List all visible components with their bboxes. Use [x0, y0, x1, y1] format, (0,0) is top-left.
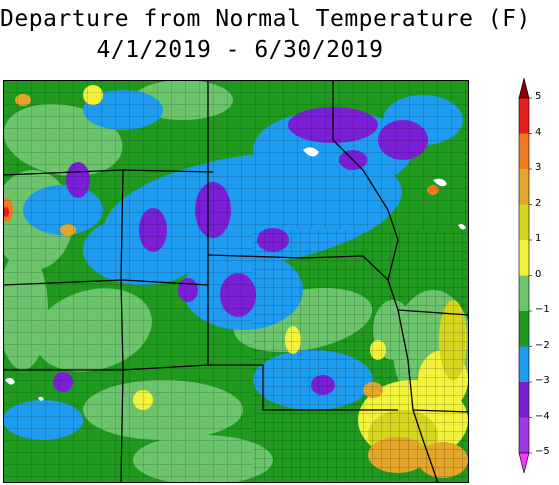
legend-color-segment [519, 204, 529, 241]
legend-tick-label: −5 [535, 446, 550, 457]
legend-tick-label: −2 [535, 339, 550, 351]
legend-color-segment [519, 311, 529, 347]
legend-tick-label: 3 [535, 162, 542, 173]
lake-shape [38, 396, 44, 401]
state-boundary [3, 364, 209, 371]
legend-color-segment [519, 169, 529, 205]
legend-color-segment [519, 382, 529, 418]
legend-tick-label: 1 [535, 233, 542, 244]
legend-color-segment [519, 133, 529, 170]
legend-tick-label: 4 [535, 126, 542, 138]
state-boundary [397, 309, 469, 316]
legend-color-segment [519, 346, 529, 383]
legend-tick-label: −3 [535, 375, 550, 386]
legend-tick-label: −4 [535, 410, 550, 422]
map-title: Departure from Normal Temperature (F) [0, 6, 531, 32]
temperature-departure-map [3, 80, 469, 483]
state-boundary [208, 364, 398, 411]
legend-tick-label: 2 [535, 197, 542, 209]
map-date-range: 4/1/2019 - 6/30/2019 [96, 37, 384, 63]
lake-shape [458, 224, 466, 230]
lake-shape [5, 377, 15, 385]
legend-bottom-arrow [518, 452, 530, 474]
legend-top-arrow [518, 77, 530, 99]
legend-color-segment [519, 240, 529, 276]
legend-tick-label: −1 [535, 304, 550, 315]
legend-color-segment [519, 98, 529, 134]
legend-color-segment [519, 275, 529, 312]
state-boundary [120, 169, 124, 483]
temperature-legend: 5 4 3 2 1 0 −1 −2 −3 −4 −5 [515, 77, 559, 474]
legend-color-segment [519, 417, 529, 454]
legend-tick-label: 0 [535, 268, 542, 280]
lake-shape [433, 178, 447, 187]
state-boundary [412, 409, 469, 413]
legend-tick-label: 5 [535, 91, 542, 102]
state-boundary [207, 254, 399, 311]
lake-shape [303, 147, 319, 157]
state-boundary [3, 279, 209, 286]
river-boundary [332, 80, 399, 281]
